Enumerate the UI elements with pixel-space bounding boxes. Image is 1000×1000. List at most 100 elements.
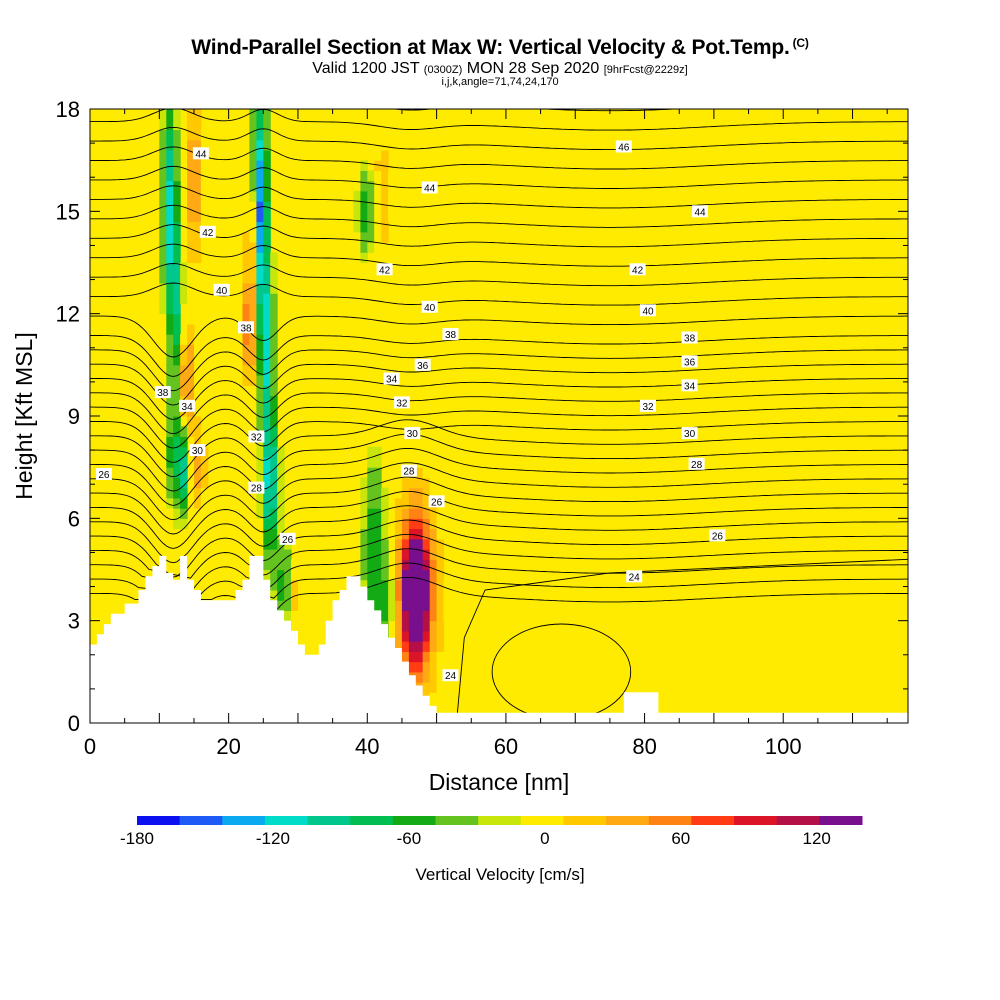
w-cell bbox=[173, 242, 181, 253]
w-cell bbox=[187, 416, 195, 427]
w-cell bbox=[249, 354, 257, 366]
w-cell bbox=[263, 436, 271, 448]
w-cell bbox=[194, 426, 202, 437]
x-tick-label: 0 bbox=[84, 734, 96, 759]
contour-label-box bbox=[404, 427, 421, 440]
w-cell bbox=[408, 651, 417, 663]
w-cell bbox=[263, 262, 271, 274]
w-cell bbox=[270, 252, 278, 264]
contour-label-text: 36 bbox=[684, 357, 696, 368]
w-cell bbox=[360, 559, 368, 571]
w-cell bbox=[173, 446, 181, 458]
contour-label-text: 36 bbox=[417, 361, 429, 372]
w-cell bbox=[401, 477, 410, 489]
isentrope-line bbox=[90, 533, 908, 579]
contour-label-text: 44 bbox=[694, 207, 706, 218]
w-cell bbox=[374, 549, 382, 560]
w-cell bbox=[381, 272, 389, 284]
w-cell bbox=[173, 364, 181, 376]
w-cell bbox=[159, 211, 167, 223]
w-cell bbox=[194, 221, 202, 233]
y-tick-label: 3 bbox=[68, 609, 80, 634]
w-cell bbox=[408, 600, 417, 611]
w-cell bbox=[200, 467, 209, 478]
contour-label: 26 bbox=[709, 529, 726, 542]
w-cell bbox=[194, 385, 202, 397]
w-cell bbox=[263, 344, 271, 356]
w-cell bbox=[187, 334, 195, 345]
w-cell bbox=[332, 579, 341, 591]
w-cell bbox=[374, 190, 382, 202]
w-cell bbox=[249, 139, 257, 151]
section-params: i,j,k,angle=71,74,24,170 bbox=[441, 76, 559, 88]
w-cell bbox=[436, 569, 445, 581]
contour-label-box bbox=[709, 529, 726, 542]
w-cell bbox=[249, 119, 257, 130]
w-cell bbox=[200, 487, 209, 499]
w-cell bbox=[415, 508, 424, 519]
w-cell bbox=[374, 129, 382, 141]
w-cell bbox=[367, 477, 375, 489]
w-cell bbox=[242, 201, 250, 212]
w-cell bbox=[221, 180, 230, 192]
w-cell bbox=[166, 252, 174, 264]
contour-label: 30 bbox=[681, 427, 698, 440]
w-cell bbox=[166, 313, 174, 325]
w-cell bbox=[623, 497, 632, 509]
y-tick-label: 9 bbox=[68, 404, 80, 429]
w-cell bbox=[256, 252, 264, 264]
w-cell bbox=[401, 600, 410, 611]
colorbar-segment bbox=[691, 816, 735, 825]
contour-label-text: 34 bbox=[182, 402, 194, 413]
w-cell bbox=[381, 170, 389, 182]
w-cell bbox=[325, 610, 334, 622]
w-cell bbox=[270, 323, 278, 335]
w-cell bbox=[270, 426, 278, 437]
w-cell bbox=[603, 497, 611, 509]
w-cell bbox=[318, 610, 327, 622]
contour-label-text: 40 bbox=[216, 286, 228, 297]
w-cell bbox=[270, 436, 278, 448]
w-cell bbox=[360, 242, 368, 253]
contour-label-box bbox=[681, 379, 698, 392]
w-cell bbox=[291, 600, 299, 611]
w-cell bbox=[422, 467, 431, 478]
w-cell bbox=[360, 190, 368, 202]
w-cell bbox=[408, 487, 417, 499]
w-cell bbox=[200, 426, 209, 437]
w-cell bbox=[194, 231, 202, 243]
w-cell bbox=[422, 661, 431, 673]
isentrope-line bbox=[90, 363, 908, 406]
w-cell bbox=[214, 221, 223, 233]
w-cell bbox=[242, 190, 250, 202]
w-cell bbox=[422, 682, 431, 693]
w-cell bbox=[166, 201, 174, 212]
w-cell bbox=[360, 170, 368, 182]
w-cell bbox=[422, 569, 431, 581]
contour-label-text: 24 bbox=[445, 671, 457, 682]
chart-title: Wind-Parallel Section at Max W: Vertical… bbox=[191, 36, 809, 59]
w-cell bbox=[332, 559, 341, 571]
contour-label: 40 bbox=[640, 304, 656, 317]
contour-label-text: 30 bbox=[192, 446, 204, 457]
contour-label-box bbox=[629, 263, 646, 276]
colorbar-segment bbox=[264, 816, 308, 825]
w-cell bbox=[277, 549, 285, 560]
w-cell bbox=[408, 497, 417, 509]
contour-label: 38 bbox=[442, 328, 459, 341]
w-cell bbox=[360, 211, 368, 223]
w-cell bbox=[401, 549, 410, 560]
w-cell bbox=[159, 272, 167, 284]
w-cell bbox=[360, 497, 368, 509]
w-cell bbox=[256, 497, 264, 509]
w-cell bbox=[270, 364, 278, 376]
x-tick-label: 20 bbox=[216, 734, 240, 759]
w-cell bbox=[256, 262, 264, 274]
w-cell bbox=[270, 508, 278, 519]
w-cell bbox=[395, 600, 403, 611]
w-cell bbox=[194, 375, 202, 386]
w-cell bbox=[187, 149, 195, 161]
colorbar-title: Vertical Velocity [cm/s] bbox=[415, 865, 584, 884]
w-cell bbox=[228, 211, 237, 223]
